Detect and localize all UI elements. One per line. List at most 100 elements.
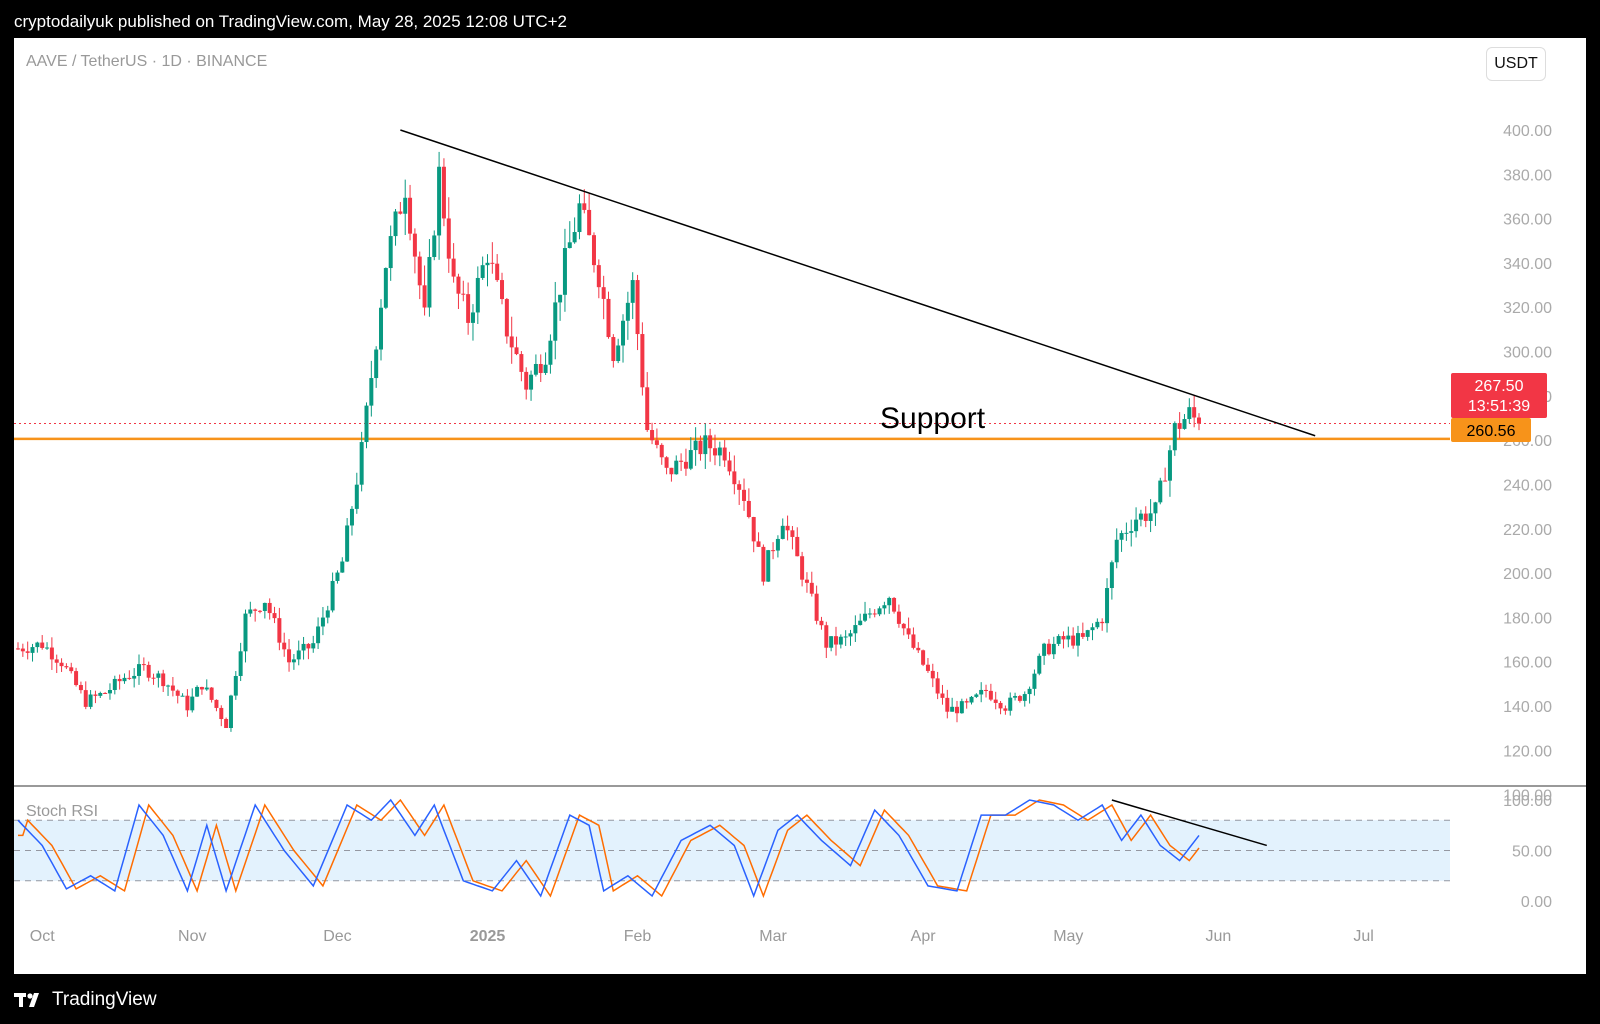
candle-body	[446, 218, 451, 259]
candle-body	[127, 677, 132, 679]
candle-body	[1134, 519, 1139, 532]
candle-body	[1027, 688, 1032, 695]
candle-body	[335, 572, 340, 581]
time-axis-label: Apr	[911, 928, 937, 945]
candle-body	[291, 659, 296, 663]
candle-body	[901, 623, 906, 629]
candle-body	[514, 347, 519, 355]
support-price-badge	[1451, 418, 1531, 442]
candle-body	[204, 687, 209, 690]
candle-body	[500, 280, 505, 300]
currency-button[interactable]: USDT	[1486, 47, 1546, 81]
candle-body	[727, 460, 732, 472]
candle-body	[722, 447, 727, 461]
candle-body	[1037, 655, 1042, 674]
candle-body	[388, 236, 393, 269]
candle-body	[422, 285, 427, 308]
symbol-legend[interactable]: AAVE / TetherUS · 1D · BINANCE	[26, 53, 268, 70]
candle-body	[214, 699, 219, 708]
candle-body	[141, 664, 146, 666]
candle-body	[40, 642, 45, 648]
chart-area[interactable]: 400.00380.00360.00340.00320.00300.00280.…	[14, 38, 1586, 974]
candle-body	[1056, 636, 1061, 644]
candle-body	[1182, 419, 1187, 429]
time-axis-label: 2025	[470, 928, 506, 945]
candle-body	[78, 685, 83, 691]
price-axis-label: 100.00	[1503, 788, 1552, 805]
candle-body	[253, 609, 258, 611]
candle-body	[674, 460, 679, 475]
candle-body	[495, 263, 500, 281]
candle-body	[625, 302, 630, 321]
price-axis-label: 220.00	[1503, 522, 1552, 539]
candle-body	[170, 685, 175, 691]
candle-body	[1008, 697, 1013, 711]
candle-body	[325, 610, 330, 618]
candle-body	[1177, 423, 1182, 429]
chart-canvas[interactable]: 400.00380.00360.00340.00320.00300.00280.…	[14, 38, 1586, 974]
candle-body	[480, 265, 485, 278]
candle-body	[354, 484, 359, 509]
candle-body	[795, 536, 800, 557]
candle-body	[219, 707, 224, 720]
candle-body	[1197, 417, 1201, 424]
tradingview-logo-icon	[14, 993, 39, 1007]
candle-body	[456, 276, 461, 294]
candle-body	[1105, 588, 1110, 624]
candle-body	[945, 697, 950, 712]
candle-body	[756, 541, 761, 547]
candle-body	[320, 617, 325, 627]
candle-body	[751, 517, 756, 542]
candle-body	[74, 671, 79, 686]
candle-body	[451, 258, 456, 277]
stoch-trend-line[interactable]	[1111, 799, 1267, 847]
trend-line[interactable]	[400, 129, 1316, 437]
candle-body	[940, 693, 945, 698]
candle-body	[635, 280, 640, 335]
candle-body	[659, 444, 664, 458]
candle-body	[403, 197, 408, 214]
candle-body	[1066, 635, 1071, 640]
candle-body	[199, 686, 204, 690]
candle-body	[1075, 633, 1080, 646]
price-axis-label: 360.00	[1503, 212, 1552, 229]
candle-body	[1148, 513, 1153, 521]
current-price-badge	[1451, 373, 1547, 418]
candle-body	[1013, 696, 1018, 698]
candle-body	[311, 643, 316, 649]
candle-body	[664, 457, 669, 468]
candle-body	[979, 689, 984, 695]
candle-body	[872, 613, 877, 615]
candle-body	[461, 293, 466, 295]
candle-body	[25, 651, 30, 653]
candle-body	[984, 689, 989, 691]
candle-body	[654, 440, 659, 445]
candle-body	[804, 579, 809, 583]
candle-body	[577, 203, 582, 233]
candle-body	[543, 364, 548, 373]
candle-body	[921, 650, 926, 665]
time-axis-label: May	[1053, 928, 1083, 945]
candle-body	[616, 345, 621, 362]
candle-body	[1119, 533, 1124, 540]
candle-body	[282, 642, 287, 650]
candle-body	[1100, 621, 1105, 624]
candle-body	[490, 262, 495, 264]
candle-body	[669, 467, 674, 475]
candle-body	[166, 685, 171, 687]
candle-body	[538, 363, 543, 373]
candle-body	[800, 556, 805, 580]
price-axis-label: 240.00	[1503, 477, 1552, 494]
candle-body	[301, 643, 306, 651]
candle-body	[349, 508, 354, 526]
candle-body	[529, 374, 534, 390]
candle-body	[533, 363, 538, 375]
candle-body	[974, 694, 979, 697]
candle-body	[437, 166, 442, 236]
candle-body	[911, 634, 916, 648]
candle-body	[833, 636, 838, 645]
candle-body	[688, 450, 693, 469]
price-axis-label: 340.00	[1503, 256, 1552, 273]
candle-body	[151, 677, 156, 679]
candle-body	[156, 673, 161, 678]
